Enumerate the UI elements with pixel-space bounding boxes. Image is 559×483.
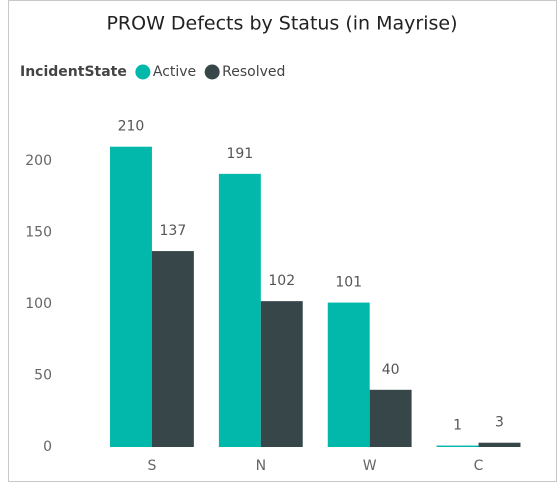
bar	[110, 146, 152, 447]
bar	[218, 173, 261, 447]
x-tick-label: S	[147, 458, 156, 474]
data-label: 101	[335, 275, 362, 291]
bar	[151, 251, 194, 447]
x-tick-label: N	[256, 458, 266, 474]
data-label: 40	[382, 362, 400, 378]
y-tick-label: 100	[25, 296, 52, 312]
legend-label: Resolved	[222, 64, 285, 80]
data-label: 210	[118, 119, 145, 135]
data-label: 137	[160, 223, 187, 239]
legend-title: IncidentState	[20, 64, 127, 80]
legend-marker	[135, 64, 151, 80]
data-label: 1	[453, 418, 462, 434]
y-tick-label: 0	[43, 439, 52, 455]
data-label: 3	[495, 415, 504, 431]
data-label: 102	[268, 273, 295, 289]
bar	[436, 445, 479, 447]
bar	[478, 442, 521, 447]
bar	[260, 301, 303, 447]
x-tick-label: W	[363, 458, 377, 474]
y-tick-label: 50	[34, 368, 52, 384]
data-label: 191	[226, 146, 253, 162]
legend-marker	[204, 64, 220, 80]
x-tick-label: C	[474, 458, 484, 474]
legend-label: Active	[153, 64, 196, 80]
y-tick-label: 200	[25, 153, 52, 169]
chart-title: PROW Defects by Status (in Mayrise)	[106, 13, 457, 35]
bar	[369, 389, 412, 447]
bar	[327, 302, 370, 447]
y-tick-label: 150	[25, 225, 52, 241]
